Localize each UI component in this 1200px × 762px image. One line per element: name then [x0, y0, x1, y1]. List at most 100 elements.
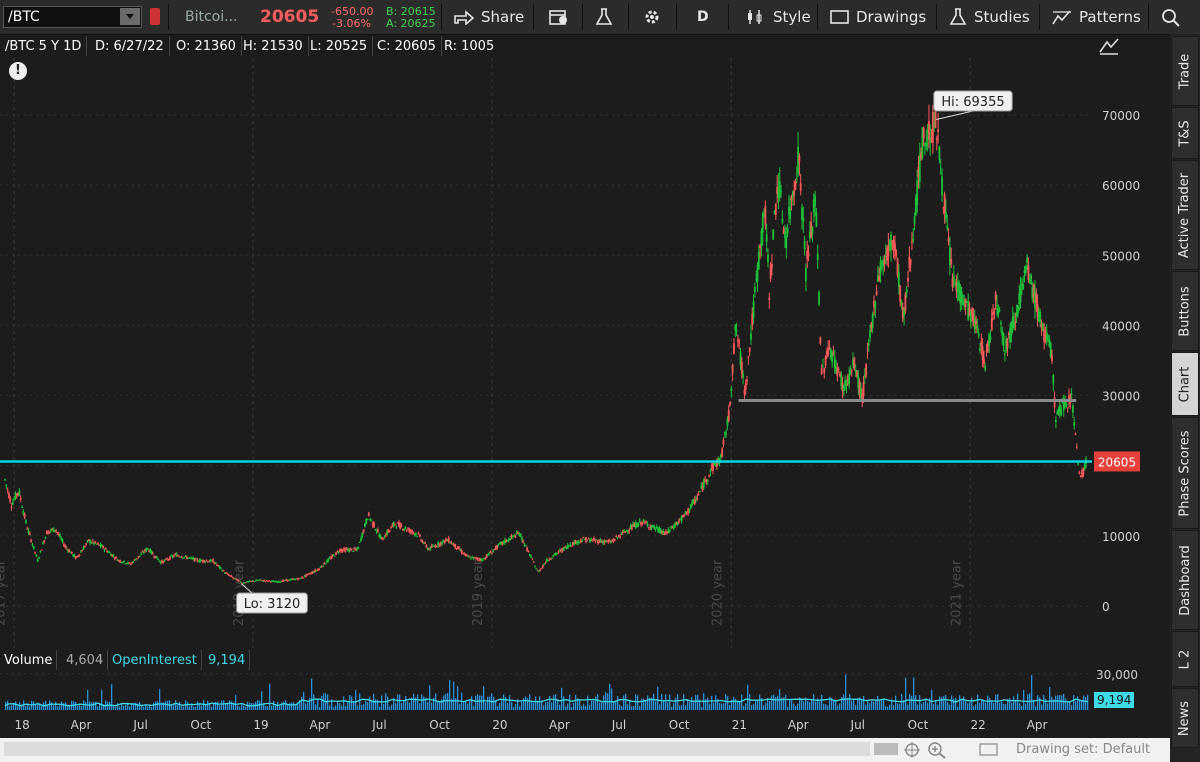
candle-body	[179, 557, 182, 559]
price-axis: 0100002000030000400005000060000700002060…	[1092, 58, 1170, 648]
volume-bar	[869, 703, 871, 710]
volume-bar	[923, 702, 925, 710]
tab-dashboard[interactable]: Dashboard	[1171, 530, 1199, 630]
period-selector[interactable]: D	[697, 9, 709, 25]
candle-body	[645, 522, 648, 524]
crosshair-icon[interactable]	[903, 741, 921, 759]
candle-body	[55, 530, 57, 532]
candle-body	[510, 535, 513, 537]
tab-active-trader[interactable]: Active Trader	[1171, 160, 1199, 270]
candle-body	[91, 540, 94, 542]
candle-body	[952, 275, 955, 279]
candle-body	[349, 548, 352, 552]
candle-body	[1017, 305, 1019, 314]
tab-chart[interactable]: Chart	[1171, 352, 1199, 416]
candle-body	[358, 541, 361, 543]
volume-bar	[655, 701, 657, 710]
symbol-value: /BTC	[8, 9, 40, 25]
candle-body	[501, 541, 504, 545]
volume-bar	[47, 704, 49, 710]
candle-body	[625, 530, 628, 532]
volume-bar	[613, 701, 615, 710]
chart-settings-icon[interactable]	[1097, 36, 1121, 56]
candle-body	[248, 580, 251, 582]
candle-body	[8, 493, 10, 498]
candle-body	[307, 573, 310, 575]
candle-body	[400, 525, 403, 527]
symbol-dropdown-button[interactable]	[120, 8, 140, 25]
candle-body	[954, 281, 957, 283]
candle-body	[934, 107, 937, 128]
drawings-button[interactable]: Drawings	[830, 0, 926, 34]
candle-body	[1072, 405, 1074, 413]
candle-body	[320, 566, 323, 568]
volume-bar	[555, 694, 557, 710]
volume-bar	[245, 706, 247, 710]
volume-bar	[203, 700, 205, 710]
candle-body	[671, 527, 674, 529]
candle-body	[1010, 322, 1013, 336]
candle-body	[943, 194, 946, 213]
volume-bar	[195, 706, 197, 710]
candle-body	[874, 302, 877, 309]
scrollbar-track[interactable]	[4, 742, 870, 756]
candle-body	[658, 527, 661, 533]
share-button[interactable]: Share	[453, 0, 524, 34]
scroll-handle[interactable]	[874, 743, 898, 755]
alert-icon[interactable]	[150, 8, 160, 25]
volume-bar	[669, 694, 671, 710]
volume-bar	[935, 701, 937, 710]
tab-news[interactable]: News	[1171, 688, 1199, 748]
volume-bar	[645, 700, 647, 710]
drawings-label: Drawings	[856, 8, 927, 26]
volume-bar	[1071, 705, 1073, 710]
tab-phase-scores[interactable]: Phase Scores	[1171, 417, 1199, 529]
candle-body	[471, 556, 474, 558]
candle-body	[498, 543, 501, 545]
volume-bar	[733, 696, 735, 710]
candle-body	[518, 533, 521, 536]
symbol-input[interactable]	[3, 6, 142, 28]
volume-bar	[289, 703, 291, 710]
volume-bar	[941, 697, 943, 710]
candle-body	[468, 556, 471, 558]
style-button[interactable]: Style	[745, 0, 811, 34]
volume-bar	[887, 706, 889, 710]
volume-bar	[291, 702, 293, 710]
share-label: Share	[481, 8, 525, 26]
candle-body	[1028, 278, 1031, 282]
patterns-button[interactable]: Patterns	[1051, 0, 1141, 34]
candle-body	[530, 556, 533, 558]
candle-body	[908, 256, 911, 268]
volume-bar	[979, 702, 981, 710]
candle-body	[370, 519, 373, 521]
candle-body	[524, 544, 527, 546]
candle-body	[284, 580, 286, 582]
candle-body	[316, 569, 319, 571]
candle-body	[931, 112, 934, 144]
drawing-set-icon[interactable]	[978, 742, 1000, 758]
alert-info-icon[interactable]: !	[9, 62, 27, 80]
volume-bar	[753, 703, 755, 710]
candle-body	[93, 542, 95, 544]
studies-button[interactable]: Studies	[948, 0, 1030, 34]
flask-button[interactable]	[594, 0, 620, 34]
search-button[interactable]	[1160, 0, 1188, 34]
volume-bar	[407, 701, 409, 710]
bottom-scroll-bar[interactable]: Drawing set: Default	[0, 738, 1170, 762]
calendar-button[interactable]	[548, 0, 576, 34]
tab-trade[interactable]: Trade	[1171, 36, 1199, 106]
candle-body	[1003, 353, 1006, 355]
candle-body	[553, 553, 556, 556]
volume-bar	[281, 702, 283, 710]
candle-body	[17, 492, 19, 494]
tab-buttons[interactable]: Buttons	[1171, 271, 1199, 351]
volume-bar	[229, 700, 231, 710]
candle-body	[942, 207, 945, 209]
tab-level-2[interactable]: L 2	[1171, 631, 1199, 687]
settings-button[interactable]	[642, 0, 668, 34]
zoom-in-icon[interactable]	[927, 741, 947, 759]
candle-body	[276, 581, 279, 583]
tab-time-and-sales[interactable]: T&S	[1171, 107, 1199, 159]
